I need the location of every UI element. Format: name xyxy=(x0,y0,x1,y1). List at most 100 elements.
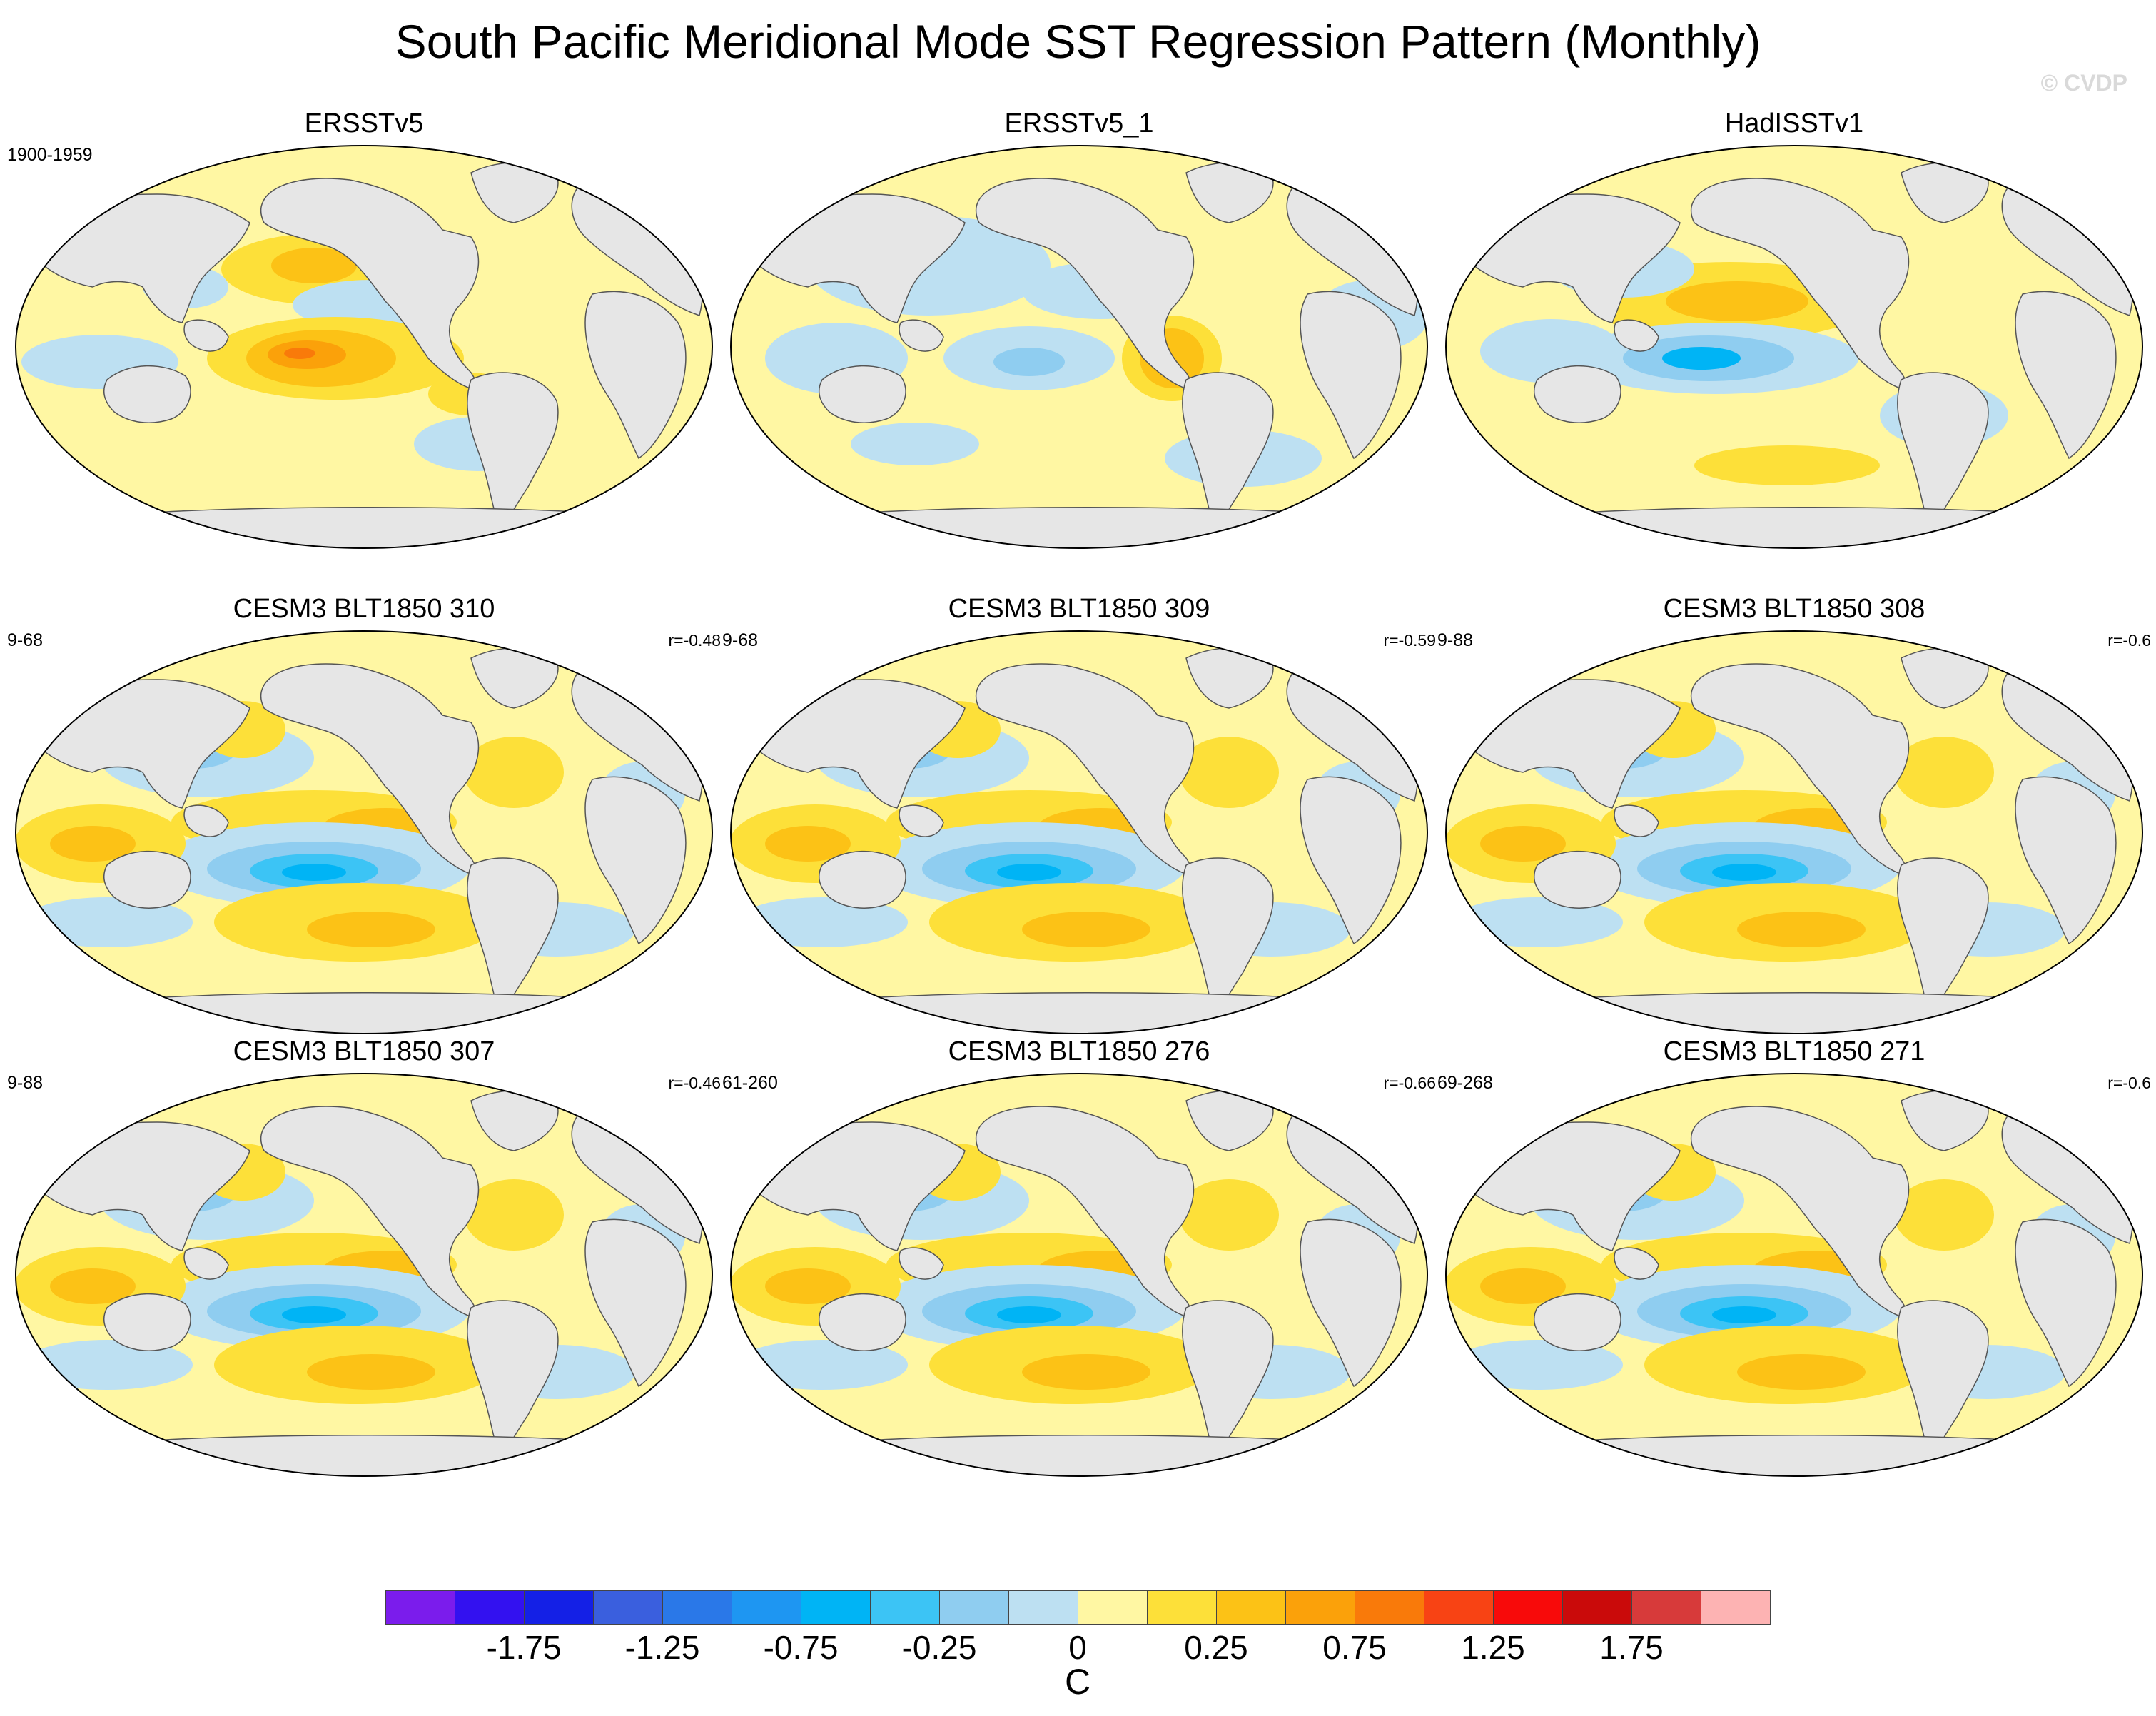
anomaly-region xyxy=(1022,1354,1150,1390)
sst-map xyxy=(730,1073,1428,1477)
map-panel: CESM3 BLT1850 276 61-260 r=-0.66 xyxy=(722,1035,1436,1478)
land-antarctica xyxy=(827,992,1345,1034)
colorbar-tick-label: 1.75 xyxy=(1599,1629,1664,1666)
land-seasia xyxy=(899,319,944,352)
land-africa xyxy=(584,776,687,945)
land-africa xyxy=(1300,291,1402,460)
map-panel: CESM3 BLT1850 309 9-68 r=-0.59 xyxy=(722,592,1436,1035)
land-sa xyxy=(1182,857,1274,1016)
sst-map xyxy=(1445,630,2143,1034)
watermark: © CVDP xyxy=(2040,70,2127,96)
map-panel: HadISSTv1 xyxy=(1437,107,2151,550)
land-antarctica xyxy=(1542,992,2060,1034)
anomaly-region xyxy=(271,248,357,283)
map-panel: CESM3 BLT1850 308 9-88 r=-0.6 xyxy=(1437,592,2151,1035)
land-na xyxy=(260,1106,483,1319)
land-australia xyxy=(1533,1293,1621,1351)
land-australia xyxy=(1533,365,1621,423)
panel-title: CESM3 BLT1850 308 xyxy=(1663,594,1925,624)
land-sa xyxy=(1182,372,1274,531)
anomaly-region xyxy=(307,1354,435,1390)
colorbar-swatch xyxy=(1008,1590,1078,1625)
anomaly-region xyxy=(1712,1306,1776,1323)
land-australia xyxy=(103,850,191,909)
land-seasia xyxy=(1614,319,1659,352)
anomaly-region xyxy=(464,737,564,808)
anomaly-region xyxy=(50,826,136,862)
anomaly-region xyxy=(765,826,851,862)
anomaly-region xyxy=(1662,347,1741,370)
sst-map xyxy=(730,145,1428,549)
land-sa xyxy=(467,372,559,531)
land-africa xyxy=(584,1218,687,1388)
colorbar-tick-label: 1.25 xyxy=(1461,1629,1525,1666)
colorbar-swatch xyxy=(662,1590,732,1625)
land-antarctica xyxy=(827,1435,1345,1476)
figure-title: South Pacific Meridional Mode SST Regres… xyxy=(395,15,1761,68)
map-panel: ERSSTv5_1 xyxy=(722,107,1436,550)
map-panel: CESM3 BLT1850 271 69-268 r=-0.6 xyxy=(1437,1035,2151,1478)
map-panel: CESM3 BLT1850 310 9-68 r=-0.48 xyxy=(7,592,721,1035)
anomaly-region xyxy=(1737,912,1866,947)
land-africa xyxy=(1300,1218,1402,1388)
anomaly-region xyxy=(1894,1179,1994,1251)
anomaly-region xyxy=(851,423,979,465)
anomaly-region xyxy=(1737,1354,1866,1390)
colorbar-tick-label: -1.75 xyxy=(486,1629,562,1666)
colorbar-swatch xyxy=(1424,1590,1494,1625)
anomaly-region xyxy=(1179,1179,1279,1251)
sst-map xyxy=(15,145,713,549)
panel-period: 1900-1959 xyxy=(7,145,93,165)
anomaly-region xyxy=(1694,445,1880,485)
colorbar-swatch xyxy=(455,1590,525,1625)
panel-title: HadISSTv1 xyxy=(1724,108,1864,138)
land-sa xyxy=(467,1300,559,1459)
land-antarctica xyxy=(112,992,630,1034)
land-sa xyxy=(1897,1300,1989,1459)
sst-map xyxy=(15,1073,713,1477)
colorbar xyxy=(385,1590,1771,1625)
land-seasia xyxy=(1614,1247,1659,1280)
anomaly-region xyxy=(282,864,346,881)
land-seasia xyxy=(183,319,229,352)
colorbar-swatch xyxy=(801,1590,871,1625)
colorbar-swatch xyxy=(939,1590,1009,1625)
land-australia xyxy=(103,1293,191,1351)
land-australia xyxy=(818,850,906,909)
anomaly-region xyxy=(997,1306,1061,1323)
panel-correlation: r=-0.48 xyxy=(668,631,721,650)
land-na xyxy=(1690,1106,1913,1319)
colorbar-swatch xyxy=(1631,1590,1701,1625)
panel-title: ERSSTv5_1 xyxy=(1004,108,1154,138)
colorbar-tick-label: 0.75 xyxy=(1322,1629,1387,1666)
panel-title: CESM3 BLT1850 271 xyxy=(1663,1036,1925,1066)
anomaly-region xyxy=(1894,737,1994,808)
panel-correlation: r=-0.6 xyxy=(2107,631,2151,650)
land-africa xyxy=(2015,776,2117,945)
panel-correlation: r=-0.6 xyxy=(2107,1074,2151,1092)
land-africa xyxy=(1300,776,1402,945)
land-seasia xyxy=(899,1247,944,1280)
land-seasia xyxy=(183,804,229,837)
colorbar-swatch xyxy=(732,1590,801,1625)
colorbar-units: C xyxy=(1064,1662,1091,1702)
panel-correlation: r=-0.46 xyxy=(668,1074,721,1092)
panel-period: 69-268 xyxy=(1437,1073,1493,1093)
land-australia xyxy=(1533,850,1621,909)
colorbar-swatch xyxy=(1147,1590,1217,1625)
panel-title: CESM3 BLT1850 309 xyxy=(948,594,1210,624)
colorbar-swatch xyxy=(1493,1590,1563,1625)
colorbar-tick-label: -0.25 xyxy=(901,1629,977,1666)
land-antarctica xyxy=(112,507,630,548)
anomaly-region xyxy=(1666,281,1808,321)
land-na xyxy=(260,178,483,391)
land-australia xyxy=(818,1293,906,1351)
land-na xyxy=(260,663,483,877)
land-seasia xyxy=(899,804,944,837)
land-sa xyxy=(1897,857,1989,1016)
anomaly-region xyxy=(50,1268,136,1304)
sst-map xyxy=(1445,1073,2143,1477)
anomaly-region xyxy=(282,1306,346,1323)
panel-correlation: r=-0.59 xyxy=(1383,631,1436,650)
